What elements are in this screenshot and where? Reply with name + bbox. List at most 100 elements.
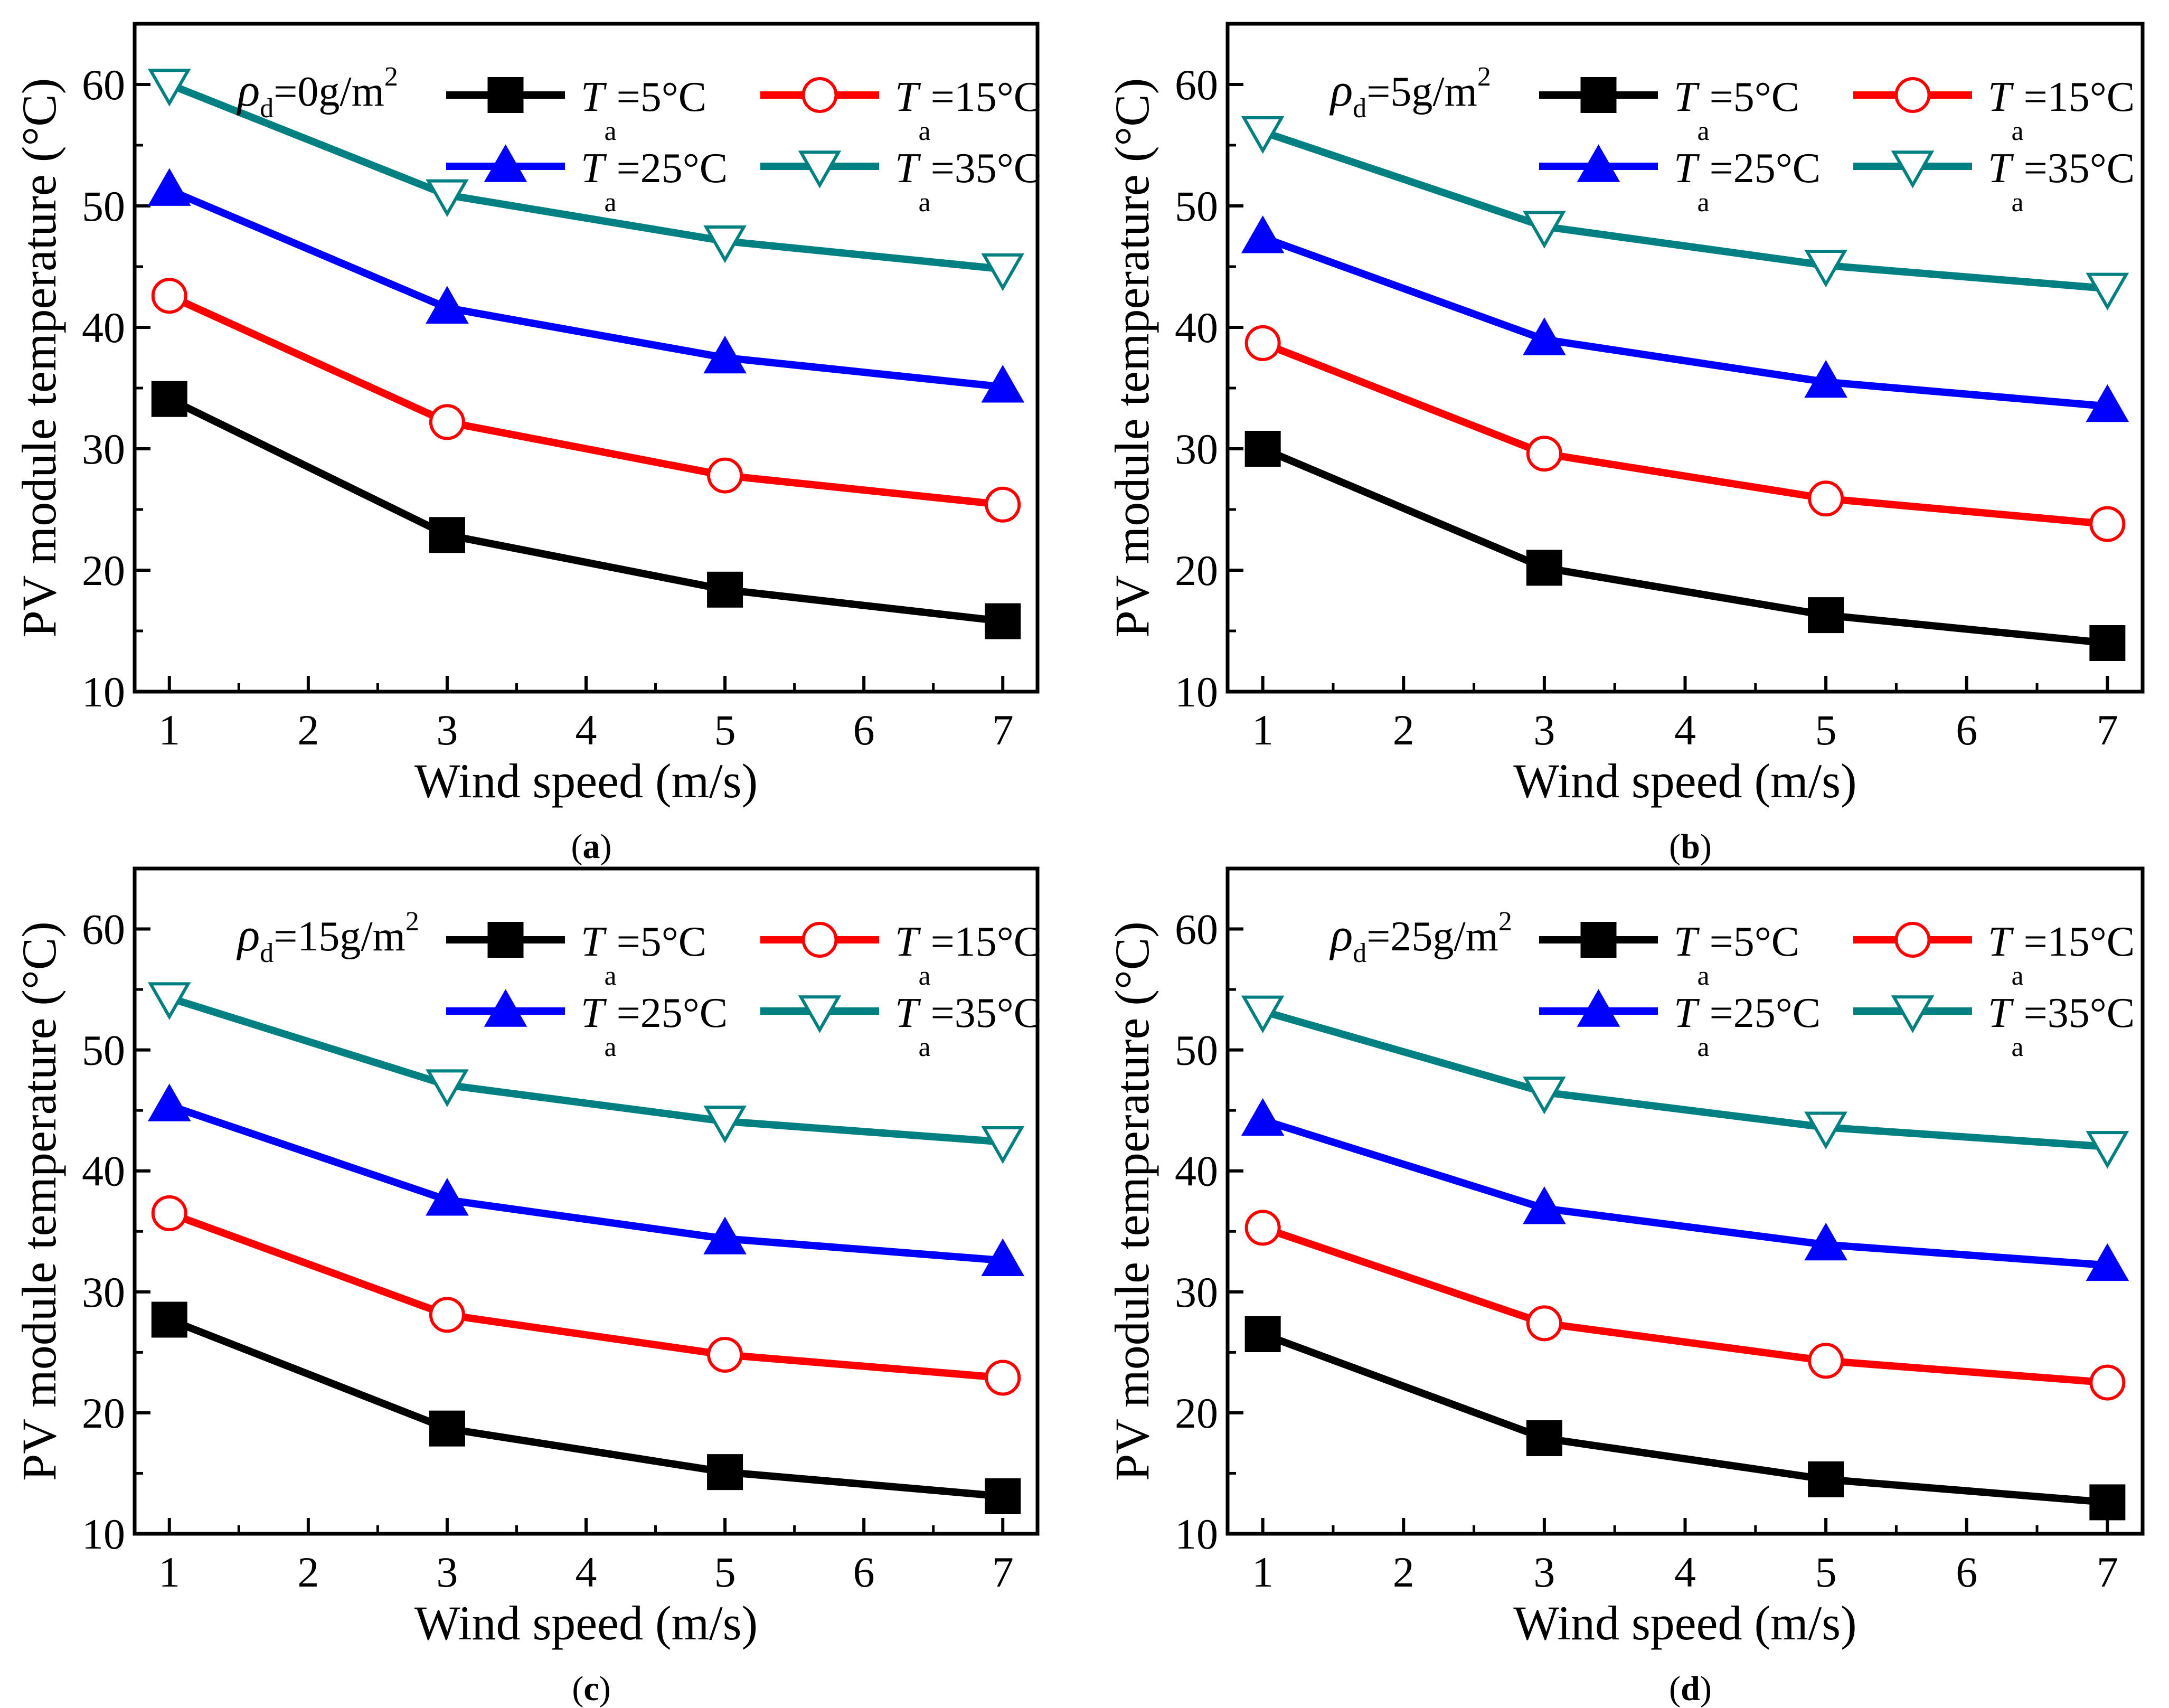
- x-tick-label: 3: [436, 1548, 458, 1596]
- series-line: [1261, 1330, 2108, 1506]
- series-2: [1244, 325, 2126, 542]
- legend-label: Ta=25°C: [1674, 990, 1821, 1062]
- chart-panel-c: 1 2 3 4 5 6 7 10 20 30 40 50 60 Wind speed (m/s) PV mo…: [12, 866, 1042, 1708]
- y-tick-label: 30: [82, 1268, 125, 1316]
- legend-label-subscript: a: [2012, 187, 2024, 218]
- data-point-marker: [707, 457, 743, 494]
- legend-label-main: T: [1988, 74, 2014, 120]
- series-2: [1244, 1210, 2126, 1401]
- x-tick-label: 7: [2097, 1548, 2118, 1596]
- x-tick-label: 1: [1252, 706, 1274, 754]
- series-3: [147, 1083, 1025, 1276]
- data-point-marker: [985, 1478, 1021, 1514]
- data-point-marker: [1241, 995, 1285, 1034]
- series-line: [167, 395, 1004, 625]
- data-point-marker: [1244, 1210, 1281, 1246]
- legend-label-rest: =25°C: [617, 990, 728, 1036]
- chart-panel-b: 1 2 3 4 5 6 7 10 20 30 40 50 60 Wind speed (m/s) PV mo…: [1105, 22, 2145, 866]
- data-point-marker: [1244, 325, 1281, 361]
- legend-label-subscript: a: [2012, 1032, 2024, 1062]
- legend-label: Ta=35°C: [895, 990, 1042, 1062]
- plot-area-frame: [1225, 866, 2145, 1536]
- legend-label-subscript: a: [919, 187, 931, 218]
- legend-label-subscript: a: [2012, 116, 2024, 146]
- legend-label-main: T: [1988, 145, 2014, 192]
- x-tick-label: 4: [576, 706, 597, 754]
- y-tick-label: 40: [82, 1147, 125, 1195]
- panel-label: (a): [571, 827, 612, 866]
- data-point-marker: [1808, 1461, 1844, 1497]
- legend-label-rest: =35°C: [2024, 990, 2135, 1036]
- legend-label-rest: =15°C: [931, 919, 1042, 965]
- y-tick-label: 10: [1175, 668, 1218, 716]
- data-point-marker: [1808, 1343, 1844, 1379]
- data-point-marker: [1808, 597, 1844, 634]
- data-point-marker: [1244, 431, 1281, 467]
- annotation-superscript: 2: [1477, 62, 1491, 92]
- data-point-marker: [2089, 506, 2126, 542]
- legend-entry-2: Ta=15°C: [760, 74, 1042, 146]
- x-axis-title: Wind speed (m/s): [1513, 754, 1856, 808]
- annotation-symbol: ρ: [1329, 65, 1353, 116]
- series-line: [1261, 339, 2108, 528]
- y-tick-label: 40: [1175, 1147, 1218, 1195]
- legend-label: Ta=5°C: [581, 919, 706, 991]
- legend-label-subscript: a: [1698, 187, 1710, 218]
- series-line: [1261, 1224, 2108, 1386]
- x-tick-label: 6: [1956, 1548, 1977, 1596]
- data-point-marker: [703, 225, 747, 263]
- data-point-marker: [707, 1336, 743, 1373]
- y-tick-label: 60: [82, 61, 125, 109]
- data-point-marker: [487, 77, 524, 113]
- legend-label-main: T: [895, 990, 921, 1036]
- data-point-marker: [981, 1126, 1025, 1164]
- y-axis-title: PV module temperature (°C): [1105, 921, 1159, 1481]
- data-point-marker: [1804, 360, 1847, 398]
- y-tick-label: 20: [1175, 1389, 1218, 1437]
- annotation-superscript: 2: [405, 907, 419, 937]
- x-tick-label: 6: [853, 706, 875, 754]
- legend-label-main: T: [581, 145, 607, 192]
- legend-entry-4: Ta=35°C: [760, 990, 1042, 1062]
- annotation-text: =25g/m: [1366, 913, 1498, 960]
- y-tick-label: 30: [82, 425, 125, 473]
- legend-label-main: T: [895, 919, 921, 965]
- series-3: [1241, 215, 2129, 422]
- legend-label-main: T: [1674, 145, 1700, 192]
- data-point-marker: [426, 179, 469, 217]
- data-point-marker: [484, 989, 527, 1027]
- legend-label: Ta=5°C: [581, 74, 706, 146]
- legend-label: Ta=15°C: [895, 919, 1042, 991]
- legend-label: Ta=15°C: [895, 74, 1042, 146]
- data-point-marker: [151, 278, 187, 314]
- x-axis-title: Wind speed (m/s): [414, 754, 758, 808]
- legend-label: Ta=35°C: [1988, 145, 2135, 218]
- data-point-marker: [707, 1454, 743, 1490]
- y-tick-label: 50: [82, 182, 125, 230]
- annotation-superscript: 2: [384, 62, 398, 92]
- data-point-marker: [1241, 1098, 1285, 1136]
- data-point-marker: [703, 1216, 747, 1254]
- legend-label-rest: =5°C: [1710, 74, 1799, 120]
- y-tick-label: 20: [82, 546, 125, 595]
- legend-label-rest: =25°C: [1710, 145, 1821, 192]
- panel-label: (c): [572, 1669, 610, 1708]
- legend-label-subscript: a: [1698, 1032, 1710, 1062]
- data-point-marker: [1894, 922, 1931, 958]
- legend-label: Ta=15°C: [1988, 919, 2135, 991]
- legend-label-rest: =5°C: [1710, 919, 1799, 965]
- data-point-marker: [1526, 1420, 1562, 1457]
- series-line: [1261, 1007, 2108, 1150]
- legend-label-main: T: [1988, 919, 2014, 965]
- legend-label-subscript: a: [1698, 116, 1710, 146]
- y-tick-label: 10: [82, 1510, 125, 1558]
- data-point-marker: [985, 603, 1021, 639]
- annotation-text: =15g/m: [274, 913, 405, 960]
- data-point-marker: [426, 286, 469, 324]
- y-tick-label: 60: [82, 905, 125, 954]
- x-tick-label: 7: [992, 706, 1014, 754]
- series-4: [1241, 995, 2129, 1169]
- x-tick-label: 4: [1674, 706, 1696, 754]
- legend-entry-4: Ta=35°C: [760, 145, 1042, 218]
